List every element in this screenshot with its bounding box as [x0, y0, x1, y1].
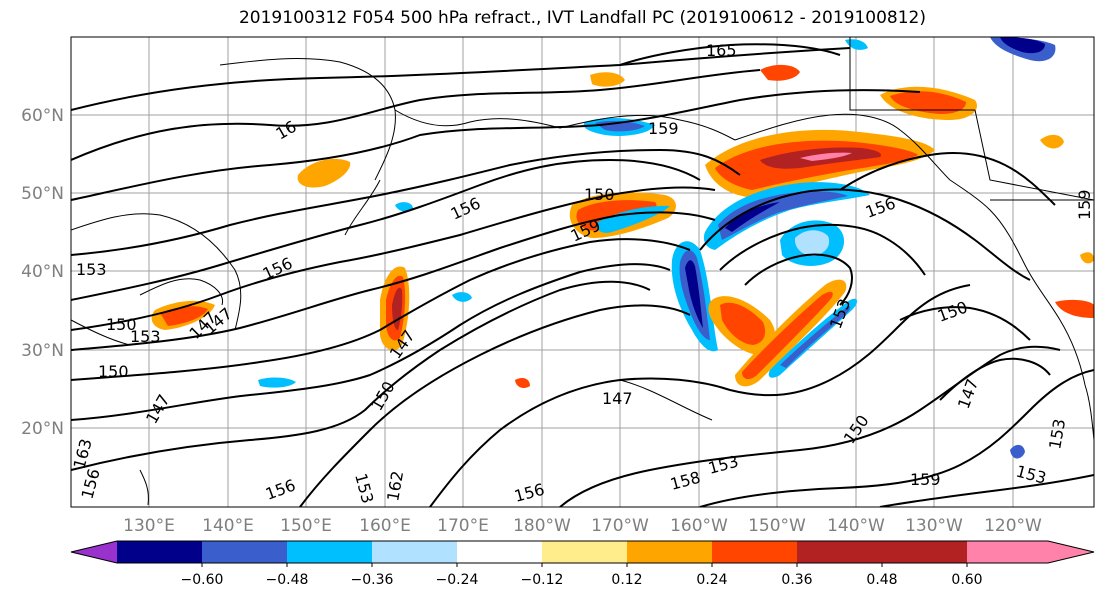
positive-anomaly — [1055, 299, 1094, 318]
colorbar-segment — [882, 541, 967, 563]
plot-frame — [70, 36, 1095, 508]
positive-anomaly — [890, 91, 966, 114]
height-contours — [71, 43, 1094, 507]
colorbar-tick-label: −0.24 — [436, 572, 479, 588]
longitude-labels: 130°E 140°E 150°E 160°E 170°E 180°W 170°… — [123, 516, 1042, 536]
colorbar-tick-label: 0.12 — [611, 572, 642, 588]
contour-label: 159 — [910, 470, 941, 489]
positive-anomaly — [742, 291, 833, 380]
lon-label: 150°E — [280, 516, 332, 536]
colorbar-outline — [70, 540, 1095, 564]
colorbar-segment — [202, 541, 287, 563]
coastlines — [71, 37, 1094, 506]
lat-label: 50°N — [21, 184, 64, 204]
lat-label: 30°N — [21, 341, 64, 361]
colorbar-tick-label: 0.24 — [696, 572, 727, 588]
colorbar-segment — [287, 541, 372, 563]
lon-label: 130°E — [123, 516, 175, 536]
positive-anomaly — [800, 152, 852, 161]
colorbar-segment — [797, 541, 882, 563]
negative-anomaly — [794, 230, 830, 256]
colorbar-tick-label: −0.60 — [181, 572, 224, 588]
contour-label: 159 — [1075, 189, 1094, 220]
positive-anomaly — [297, 158, 351, 188]
colorbar-segment — [627, 541, 712, 563]
colorbar-ticks — [201, 563, 968, 567]
lon-label: 120°W — [984, 516, 1042, 536]
lon-label: 140°W — [827, 516, 885, 536]
positive-anomaly — [590, 72, 625, 87]
negative-anomaly — [1010, 444, 1025, 459]
colorbar-tick-label: −0.12 — [521, 572, 564, 588]
colorbar-segment — [542, 541, 627, 563]
positive-anomaly — [1040, 134, 1064, 149]
lon-label: 130°W — [905, 516, 963, 536]
negative-anomaly — [725, 202, 780, 232]
contour-label: 150 — [106, 315, 137, 334]
positive-anomaly — [760, 64, 800, 81]
colorbar-segment — [117, 541, 202, 563]
negative-anomaly — [685, 260, 703, 328]
positive-anomaly — [720, 302, 766, 345]
colorbar-tick-label: −0.48 — [266, 572, 309, 588]
colorbar-tick-label: 0.36 — [781, 572, 812, 588]
lon-label: 160°W — [670, 516, 728, 536]
map-title: 2019100312 F054 500 hPa refract., IVT La… — [238, 8, 926, 28]
lon-label: 170°E — [437, 516, 489, 536]
colorbar-tick-label: 0.48 — [866, 572, 897, 588]
lon-label: 140°E — [202, 516, 254, 536]
negative-anomaly — [258, 377, 296, 388]
colorbar-segment — [372, 541, 457, 563]
colorbar-tick-label: −0.36 — [351, 572, 394, 588]
lon-label: 170°W — [591, 516, 649, 536]
lat-label: 20°N — [21, 419, 64, 439]
colorbar-extend-low — [71, 541, 117, 563]
positive-anomaly — [515, 378, 530, 388]
colorbar-tick-label: 0.60 — [951, 572, 982, 588]
contour-label: 150 — [584, 185, 615, 204]
shaded-field — [151, 37, 1094, 459]
lon-label: 150°W — [748, 516, 806, 536]
contour-label: 165 — [706, 41, 737, 60]
negative-anomaly — [452, 292, 472, 302]
latitude-labels: 60°N 50°N 40°N 30°N 20°N — [21, 106, 64, 439]
colorbar: −0.60 −0.48 −0.36 −0.24 −0.12 0.12 0.24 … — [70, 540, 1095, 588]
negative-anomaly — [845, 39, 868, 50]
colorbar-segment — [712, 541, 797, 563]
colorbar-segment — [457, 541, 542, 563]
lon-label: 180°W — [513, 516, 571, 536]
contour-label: 153 — [130, 327, 161, 346]
contour-label: 159 — [648, 119, 679, 138]
contour-label: 150 — [98, 362, 129, 381]
lat-label: 60°N — [21, 106, 64, 126]
negative-anomaly — [395, 202, 413, 212]
negative-anomaly — [1000, 37, 1045, 54]
lon-label: 160°E — [359, 516, 411, 536]
negative-anomaly — [718, 191, 848, 240]
positive-anomaly — [1080, 252, 1094, 264]
lat-label: 40°N — [21, 262, 64, 282]
contour-label: 153 — [76, 260, 107, 279]
negative-anomaly — [780, 306, 851, 368]
contour-label: 147 — [602, 389, 633, 408]
